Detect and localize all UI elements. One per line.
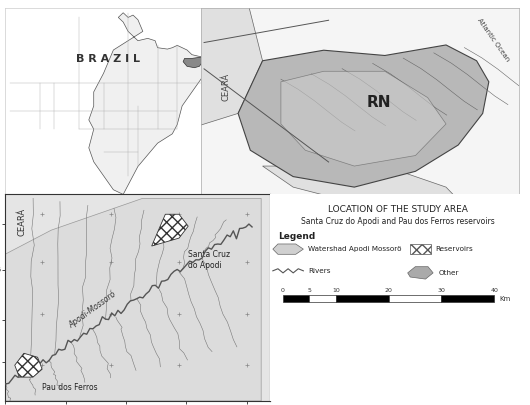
Bar — [441, 295, 494, 302]
Polygon shape — [110, 0, 262, 134]
Text: Other: Other — [438, 270, 458, 276]
Text: RN: RN — [367, 95, 391, 111]
Text: 40: 40 — [490, 288, 498, 292]
Polygon shape — [152, 214, 188, 246]
Text: 0: 0 — [281, 288, 285, 292]
Bar — [336, 295, 388, 302]
Text: Km: Km — [499, 296, 510, 302]
Text: Rivers: Rivers — [308, 268, 331, 274]
Bar — [388, 295, 441, 302]
Text: 5: 5 — [307, 288, 311, 292]
Text: Legend: Legend — [278, 232, 315, 241]
Text: Santa Cruz do Apodi and Pau dos Ferros reservoirs: Santa Cruz do Apodi and Pau dos Ferros r… — [301, 217, 494, 226]
Text: CEARÁ: CEARÁ — [17, 208, 26, 236]
Polygon shape — [238, 45, 489, 187]
Text: Watershad Apodi Mossorö: Watershad Apodi Mossorö — [308, 246, 402, 252]
Polygon shape — [183, 57, 203, 68]
Text: Pau dos Ferros: Pau dos Ferros — [42, 383, 98, 392]
Text: B R A Z I L: B R A Z I L — [76, 54, 140, 64]
Text: 30: 30 — [437, 288, 445, 292]
Bar — [310, 295, 336, 302]
Text: Apodi-Mossoró: Apodi-Mossoró — [67, 289, 118, 330]
Polygon shape — [273, 244, 303, 254]
Bar — [410, 244, 430, 254]
Polygon shape — [89, 13, 207, 194]
Text: LOCATION OF THE STUDY AREA: LOCATION OF THE STUDY AREA — [328, 205, 467, 214]
Text: PARAÍBA: PARAÍBA — [367, 201, 403, 210]
Text: Atlantic Ocean: Atlantic Ocean — [476, 17, 510, 62]
Text: Santa Cruz
do Apodi: Santa Cruz do Apodi — [188, 250, 231, 270]
Text: 10: 10 — [332, 288, 340, 292]
Text: CEARÁ: CEARÁ — [222, 73, 231, 101]
Bar — [283, 295, 310, 302]
Polygon shape — [262, 166, 476, 219]
Polygon shape — [408, 266, 433, 279]
Polygon shape — [6, 198, 261, 401]
Polygon shape — [281, 71, 446, 166]
Polygon shape — [15, 353, 42, 377]
Text: Reservoirs: Reservoirs — [436, 246, 473, 252]
Text: 20: 20 — [385, 288, 393, 292]
